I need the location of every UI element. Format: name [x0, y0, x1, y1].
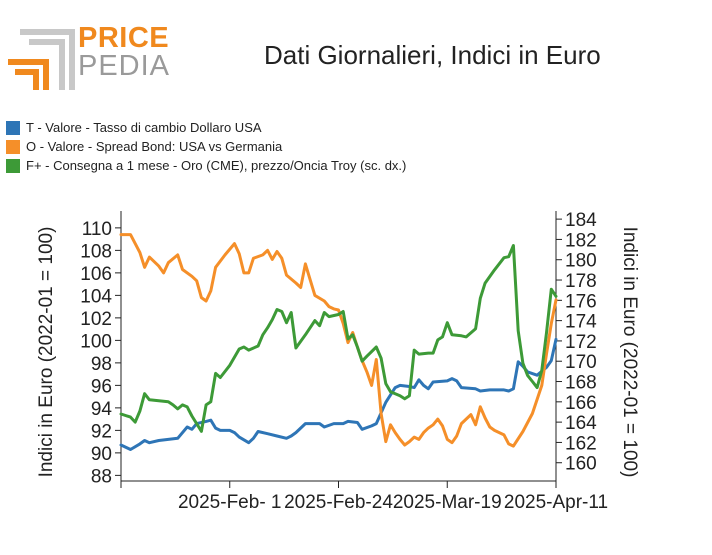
series-line-2 [119, 233, 558, 448]
right-tick-label: 170 [565, 352, 597, 373]
right-tick-label: 182 [565, 230, 597, 251]
right-tick-label: 160 [565, 454, 597, 475]
right-tick-label: 178 [565, 271, 597, 292]
logo-word-pedia: PEDIA [78, 50, 171, 82]
x-tick-label: 2025-Apr-11 [504, 492, 608, 513]
legend-label: F+ - Consegna a 1 mese - Oro (CME), prez… [26, 158, 407, 173]
legend-swatch [6, 120, 20, 135]
logo-mark-icon [8, 29, 75, 90]
right-tick-label: 162 [565, 433, 597, 454]
left-tick-label: 104 [80, 286, 112, 307]
right-tick-label: 172 [565, 332, 597, 353]
left-tick-label: 102 [80, 309, 112, 330]
x-tick-label: 2025-Feb-24 [284, 492, 393, 513]
x-tick-label: 2025-Feb- 1 [178, 492, 282, 513]
legend-label: O - Valore - Spread Bond: USA vs Germani… [26, 139, 283, 154]
series-line-3 [119, 244, 558, 433]
left-tick-label: 90 [91, 444, 112, 465]
left-axis-title: Indici in Euro (2022-01 = 100) [36, 227, 57, 478]
legend-swatch [6, 139, 20, 154]
left-tick-label: 98 [91, 354, 112, 375]
left-tick-label: 88 [91, 466, 112, 487]
right-tick-label: 168 [565, 373, 597, 394]
left-tick-label: 106 [80, 264, 112, 285]
left-tick-label: 94 [91, 399, 113, 420]
legend-swatch [6, 158, 20, 173]
right-axis-title: Indici in Euro (2022-01 = 100) [619, 227, 640, 478]
right-tick-label: 164 [565, 413, 597, 434]
right-tick-label: 166 [565, 393, 597, 414]
left-tick-label: 92 [91, 421, 112, 442]
left-tick-label: 108 [80, 241, 112, 262]
legend-item: O - Valore - Spread Bond: USA vs Germani… [6, 137, 406, 156]
right-tick-label: 174 [565, 312, 597, 333]
chart-legend: T - Valore - Tasso di cambio Dollaro USA… [6, 118, 406, 175]
legend-item: F+ - Consegna a 1 mese - Oro (CME), prez… [6, 156, 406, 175]
legend-item: T - Valore - Tasso di cambio Dollaro USA [6, 118, 406, 137]
chart-title: Dati Giornalieri, Indici in Euro [264, 40, 601, 70]
x-tick-label: 2025-Mar-19 [393, 492, 502, 513]
left-tick-label: 110 [82, 219, 112, 240]
left-tick-label: 100 [80, 331, 112, 352]
legend-label: T - Valore - Tasso di cambio Dollaro USA [26, 120, 262, 135]
right-tick-label: 176 [565, 291, 597, 312]
right-tick-label: 180 [565, 251, 597, 272]
series-line-1 [119, 337, 558, 451]
logo-word-price: PRICE [78, 22, 170, 54]
pricepedia-logo: PRICE PEDIA [6, 22, 170, 94]
left-tick-label: 96 [91, 376, 112, 397]
right-tick-label: 184 [565, 210, 597, 231]
